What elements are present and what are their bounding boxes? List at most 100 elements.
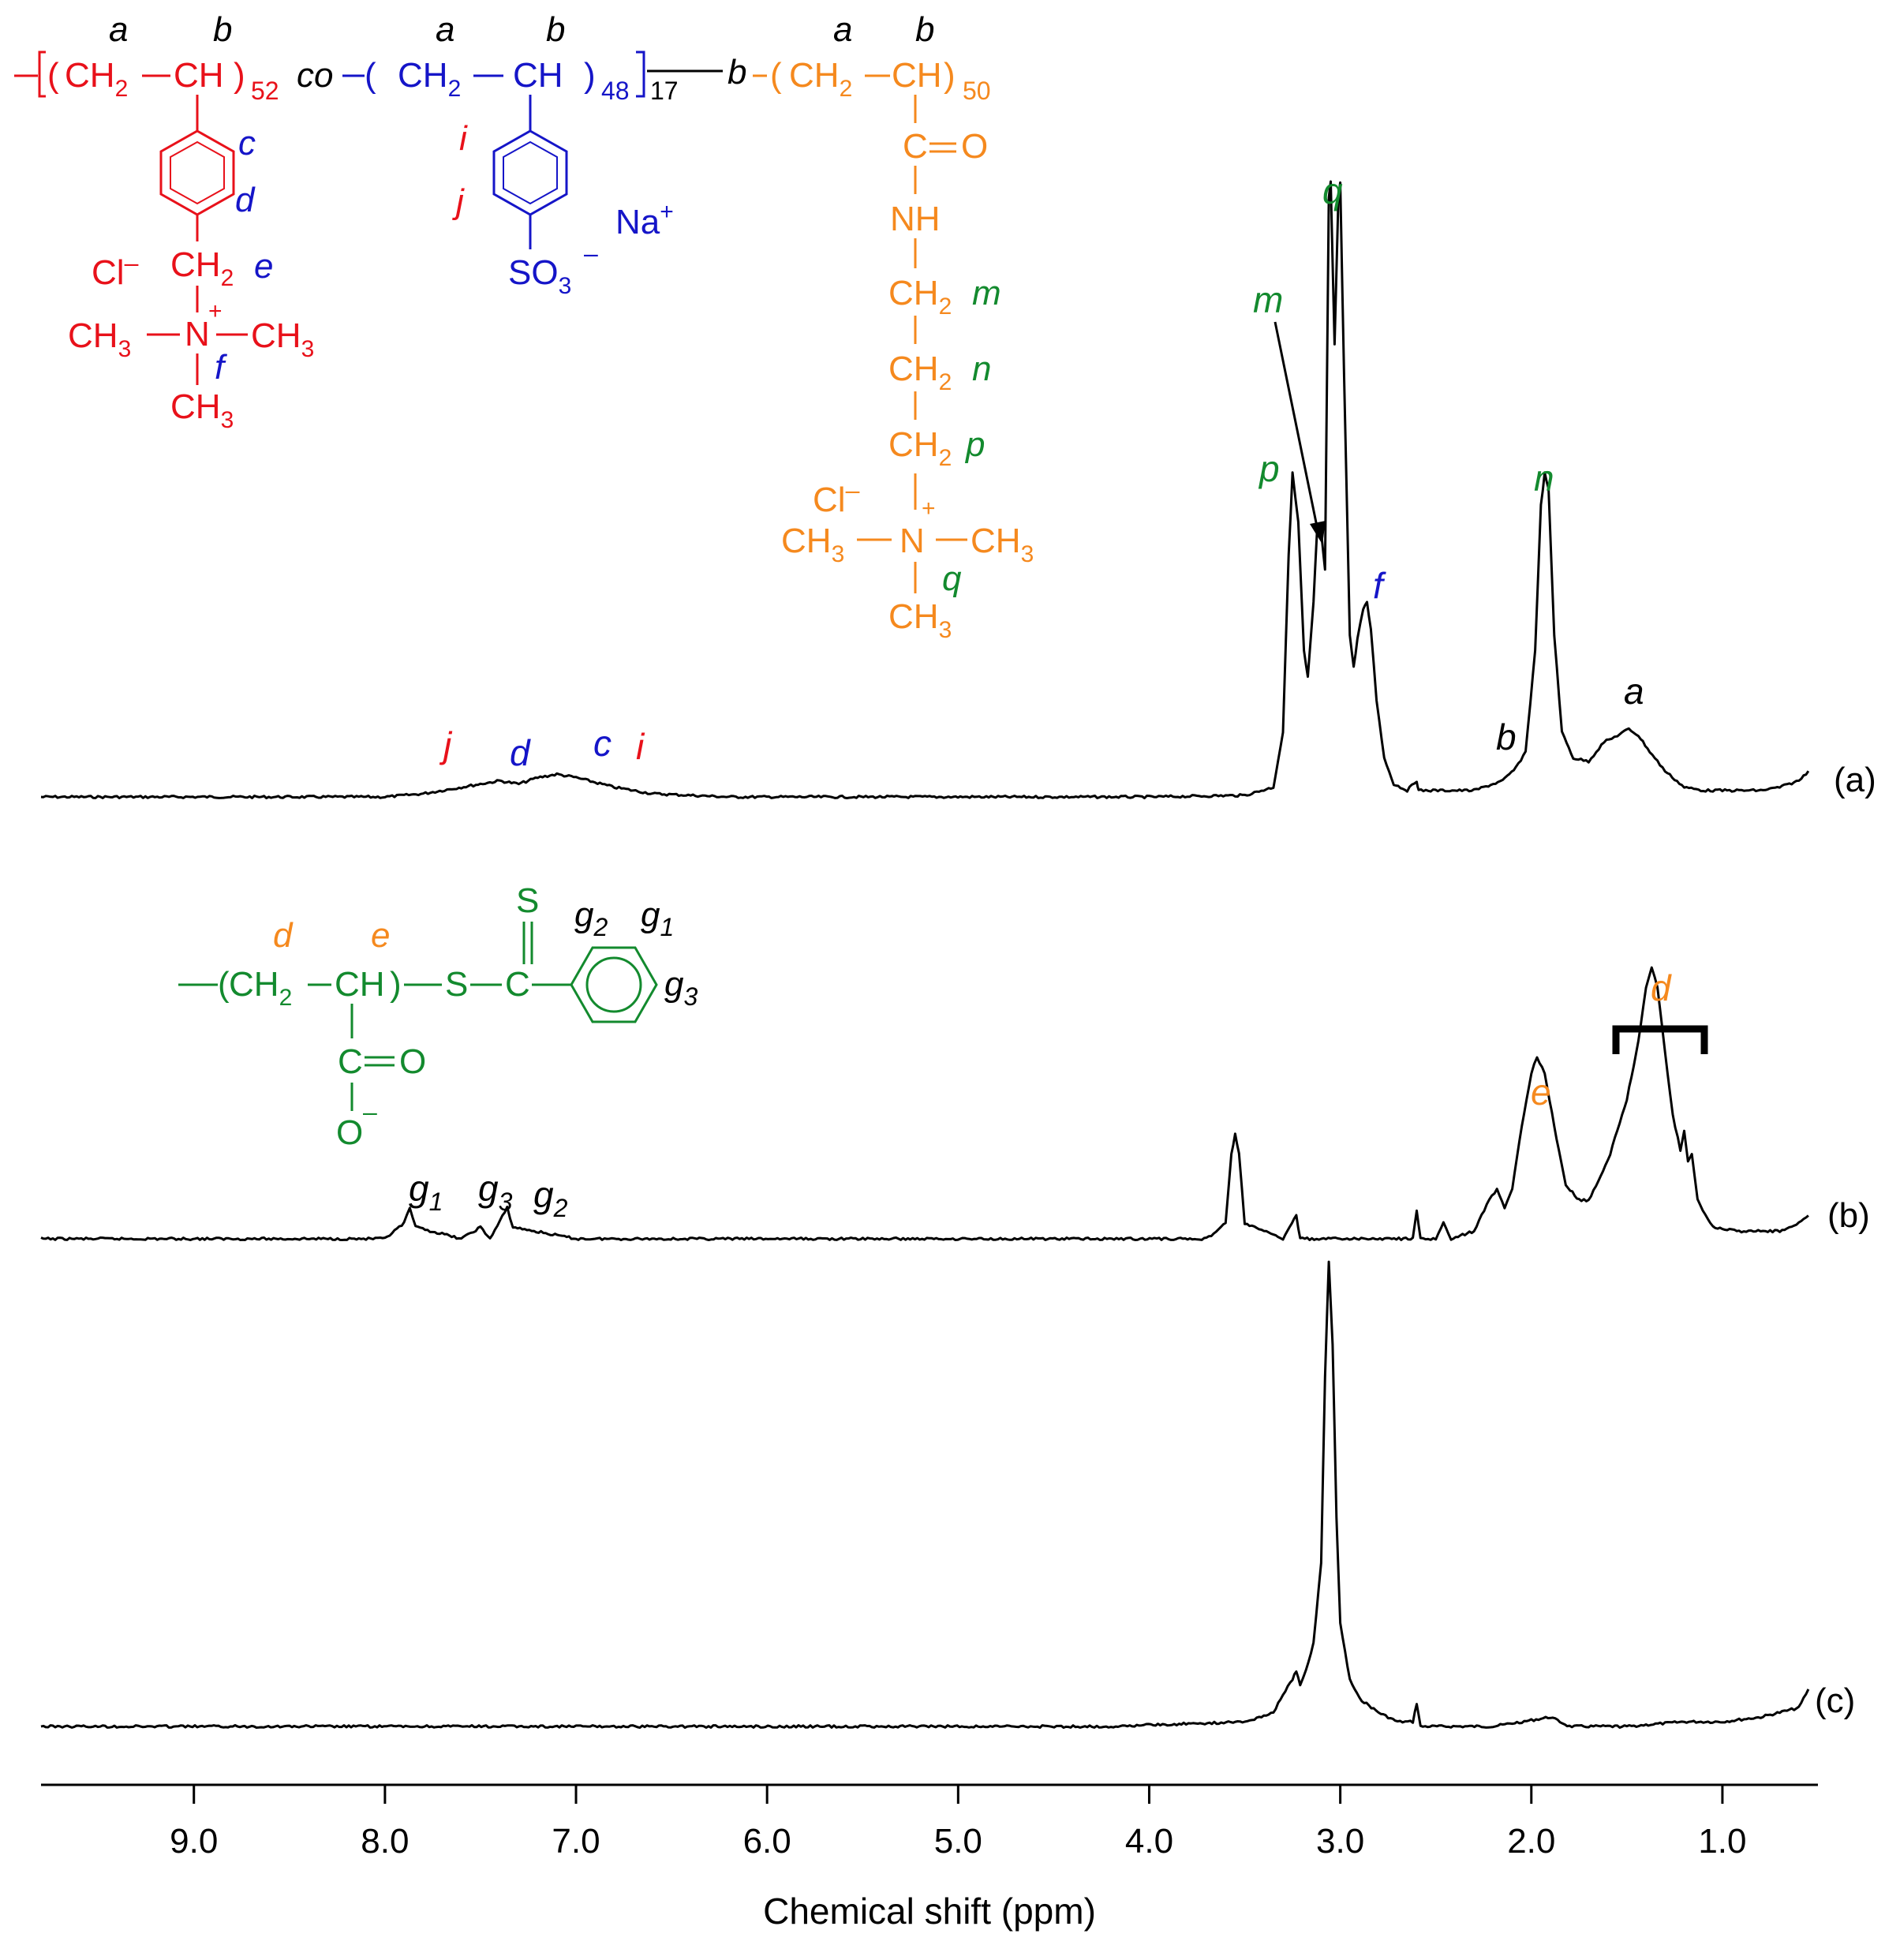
top-m: m [972,274,1001,312]
top-p: p [964,425,985,464]
mid-d: d [273,916,294,955]
top-c: c [238,124,256,163]
x-tick-label: 5.0 [934,1822,982,1861]
top-b1: b [213,10,232,49]
blue-so3: SO3 [508,253,571,299]
mid-o-minus: – [363,1098,377,1126]
mid-g2: g2 [574,896,608,941]
mid-s1: S [445,965,468,1004]
orange-ch3-left: CH3 [781,522,844,567]
orange-ch2-p: CH2 [888,425,952,471]
mid-e: e [371,916,390,955]
top-d: d [235,181,256,219]
x-tick-label: 1.0 [1698,1822,1746,1861]
blue-paren-open: ( [365,56,376,95]
orange-ch3-bottom: CH3 [888,597,952,643]
spectrum-label-b: (b) [1827,1196,1870,1235]
spectrum-label-a: (a) [1834,761,1876,799]
structure-top: ( CH2 CH ) 52 CH2 Cl– N + CH3 CH3 CH3 a … [14,10,1034,643]
peak-label-g2: g2 [533,1174,568,1222]
orange-ch2-n: CH2 [888,350,952,395]
mid-ch: CH [335,965,385,1004]
blue-so3-minus: – [584,239,598,267]
red-cl: Cl– [92,249,139,292]
spectrum-line-b [40,966,1809,1241]
orange-n: N [900,522,925,560]
orange-c: C [903,127,928,166]
peak-label-i: i [636,726,645,767]
orange-ch2: CH2 [789,56,852,102]
top-a3: a [833,10,852,49]
peak-label-g3: g3 [478,1168,513,1216]
mid-s2: S [516,881,539,920]
peak-label-j: j [439,724,453,765]
x-tick-label: 7.0 [552,1822,600,1861]
peak-label-q: q [1322,170,1343,211]
red-block: ( CH2 CH ) 52 CH2 Cl– N + CH3 CH3 CH3 [14,50,314,433]
blue-ch2: CH2 [398,56,461,102]
orange-subscript: 50 [963,77,991,105]
mid-paren-close: ) [390,965,402,1004]
orange-plus: + [922,496,936,522]
orange-o: O [961,127,988,166]
mid-co-o: O [399,1042,426,1081]
x-tick-label: 2.0 [1507,1822,1555,1861]
mid-co-c: C [338,1042,363,1081]
top-q: q [942,559,962,598]
top-co: co [297,56,333,95]
red-plus: + [208,298,223,324]
spectrum-line-a [40,180,1810,799]
top-i: i [459,119,468,158]
orange-ch2-m: CH2 [888,274,952,320]
top-bracket-sub: 17 [650,77,679,105]
x-tick-label: 6.0 [743,1822,791,1861]
orange-ch3-right: CH3 [971,522,1034,567]
peak-label-b: b [1496,716,1517,757]
top-n-lbl: n [972,350,991,388]
orange-paren-close: ) [944,56,956,95]
red-paren-open: ( [47,56,59,95]
peak-label-d-b: d [1651,967,1672,1008]
mid-ch2: CH2 [229,965,292,1011]
blue-subscript: 48 [601,77,630,105]
peak-labels-a: j d c i p m q f b n a [439,170,1644,773]
peak-label-a: a [1624,671,1644,712]
top-f: f [215,348,228,387]
orange-ch: CH [892,56,942,95]
red-n: N [185,315,210,353]
red-ch2: CH2 [65,56,128,102]
red-ch3-left: CH3 [68,316,131,362]
peak-label-c: c [593,723,612,764]
orange-cl: Cl– [813,476,860,519]
top-b2: b [546,10,565,49]
top-b3: b [915,10,934,49]
blue-na: Na+ [615,199,674,241]
peak-label-d: d [510,732,531,773]
red-subscript: 52 [251,77,279,105]
mid-g1: g1 [641,896,674,941]
top-a2: a [436,10,454,49]
red-ch: CH [174,56,224,95]
spectrum-line-c [40,1260,1810,1729]
peak-label-m: m [1253,279,1283,320]
x-tick-label: 8.0 [361,1822,409,1861]
mid-c: C [505,965,530,1004]
spectrum-label-c: (c) [1815,1681,1855,1720]
mid-paren-open: ( [218,965,230,1004]
x-tick-label: 9.0 [170,1822,218,1861]
red-ch3-right: CH3 [251,316,314,362]
x-axis: 9.0 8.0 7.0 6.0 5.0 4.0 3.0 2.0 1.0 Chemical shi… [41,1783,1818,1932]
mid-green: ( CH2 CH ) S C S C O O – [178,881,658,1152]
x-axis-label: Chemical shift (ppm) [763,1891,1096,1932]
peak-label-f: f [1373,565,1386,606]
blue-ch: CH [513,56,563,95]
x-ticks: 9.0 8.0 7.0 6.0 5.0 4.0 3.0 2.0 1.0 [170,1785,1747,1861]
spectra-group [40,180,1810,1729]
blue-paren-close: ) [584,56,596,95]
top-b-link: b [727,53,746,92]
orange-nh: NH [890,200,941,238]
arrow-m [1274,321,1326,544]
top-a1: a [109,10,128,49]
bracket-d [1612,1025,1708,1054]
